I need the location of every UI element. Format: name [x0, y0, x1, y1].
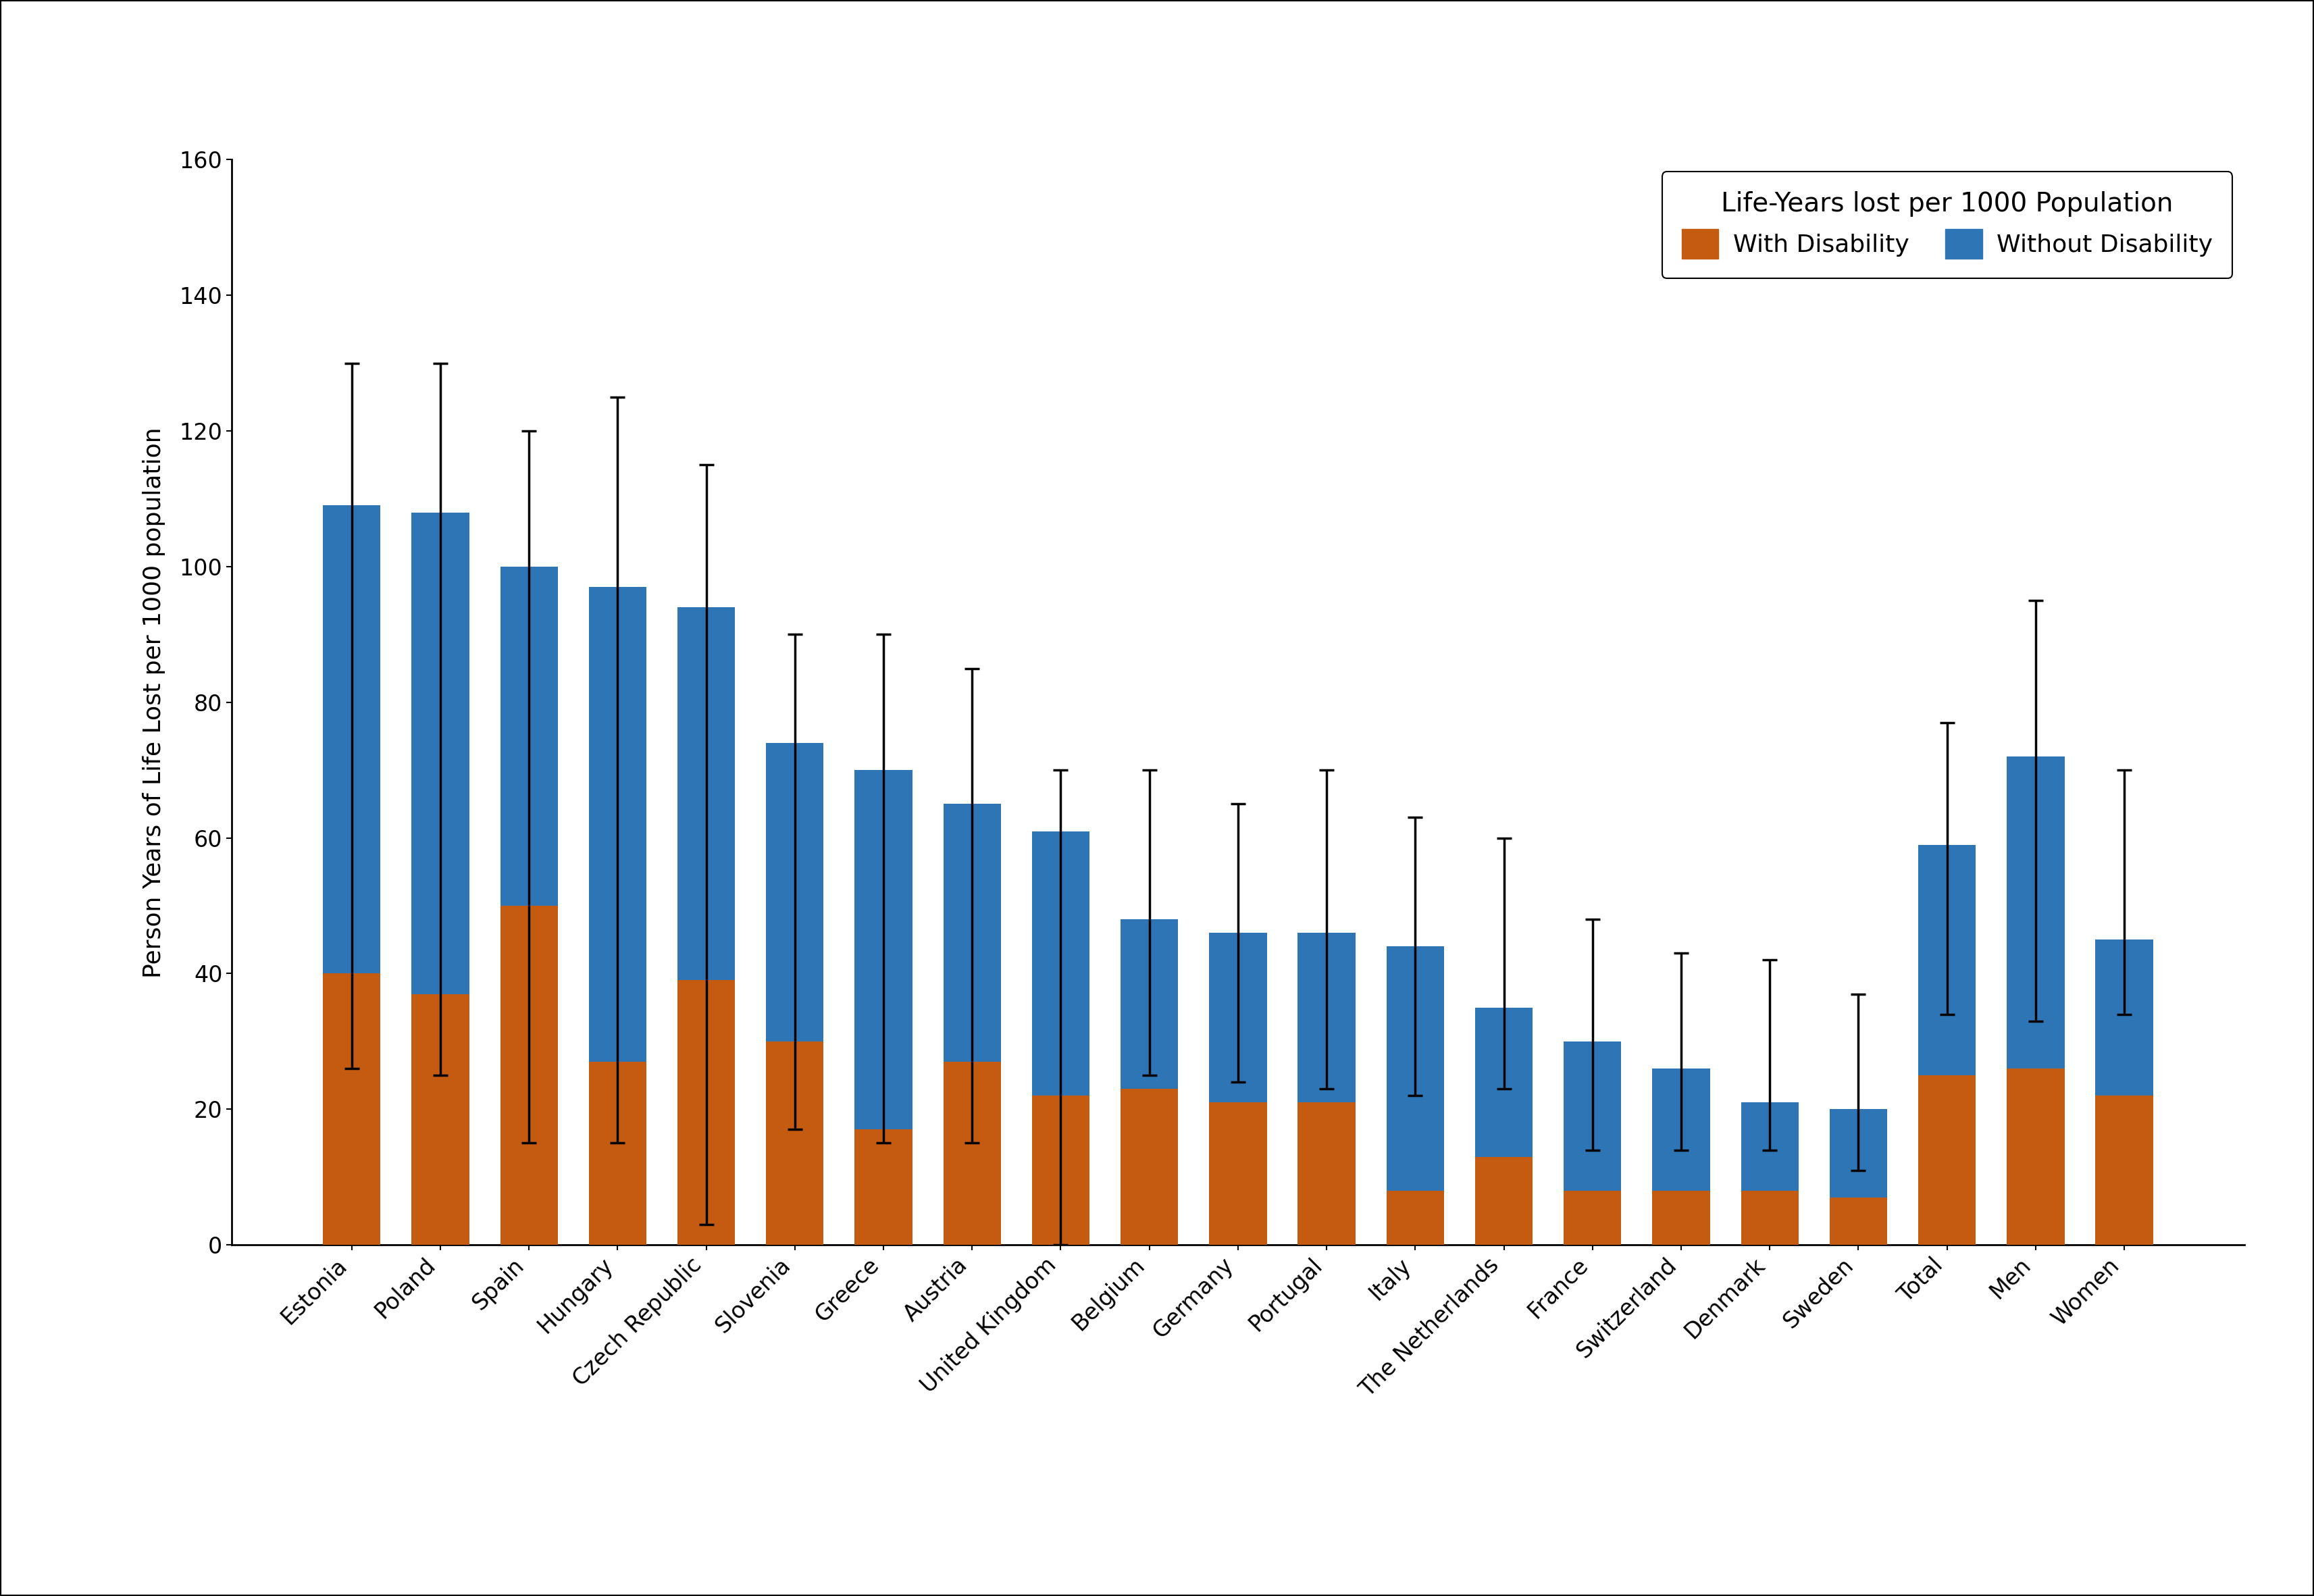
Bar — [2006, 757, 2064, 1069]
Bar — [2096, 1095, 2152, 1245]
Bar — [588, 587, 646, 1061]
Bar — [1474, 1007, 1532, 1157]
Bar — [1740, 1191, 1798, 1245]
Bar — [1120, 1088, 1178, 1245]
Bar — [412, 512, 470, 994]
Bar — [2096, 940, 2152, 1095]
Bar — [1210, 932, 1266, 1103]
Bar — [854, 769, 912, 1130]
Legend: With Disability, Without Disability: With Disability, Without Disability — [1661, 172, 2233, 278]
Y-axis label: Person Years of Life Lost per 1000 population: Person Years of Life Lost per 1000 popul… — [141, 426, 164, 978]
Bar — [944, 1061, 1002, 1245]
Bar — [1830, 1197, 1888, 1245]
Bar — [766, 742, 824, 1041]
Bar — [412, 994, 470, 1245]
Bar — [1918, 844, 1976, 1076]
Bar — [854, 1130, 912, 1245]
Bar — [2006, 1069, 2064, 1245]
Bar — [1032, 832, 1090, 1095]
Bar — [1386, 1191, 1444, 1245]
Bar — [588, 1061, 646, 1245]
Bar — [324, 974, 379, 1245]
Bar — [1386, 946, 1444, 1191]
Bar — [1298, 932, 1356, 1103]
Bar — [678, 606, 736, 980]
Bar — [500, 905, 558, 1245]
Bar — [1474, 1157, 1532, 1245]
Bar — [1564, 1191, 1622, 1245]
Bar — [324, 506, 379, 974]
Bar — [944, 804, 1002, 1061]
Bar — [1652, 1069, 1710, 1191]
Bar — [1120, 919, 1178, 1088]
Bar — [1830, 1109, 1888, 1197]
Bar — [500, 567, 558, 905]
Bar — [1032, 1095, 1090, 1245]
Bar — [678, 980, 736, 1245]
Bar — [1740, 1103, 1798, 1191]
Bar — [1918, 1076, 1976, 1245]
Bar — [1298, 1103, 1356, 1245]
Bar — [766, 1041, 824, 1245]
Bar — [1652, 1191, 1710, 1245]
Bar — [1210, 1103, 1266, 1245]
Bar — [1564, 1041, 1622, 1191]
